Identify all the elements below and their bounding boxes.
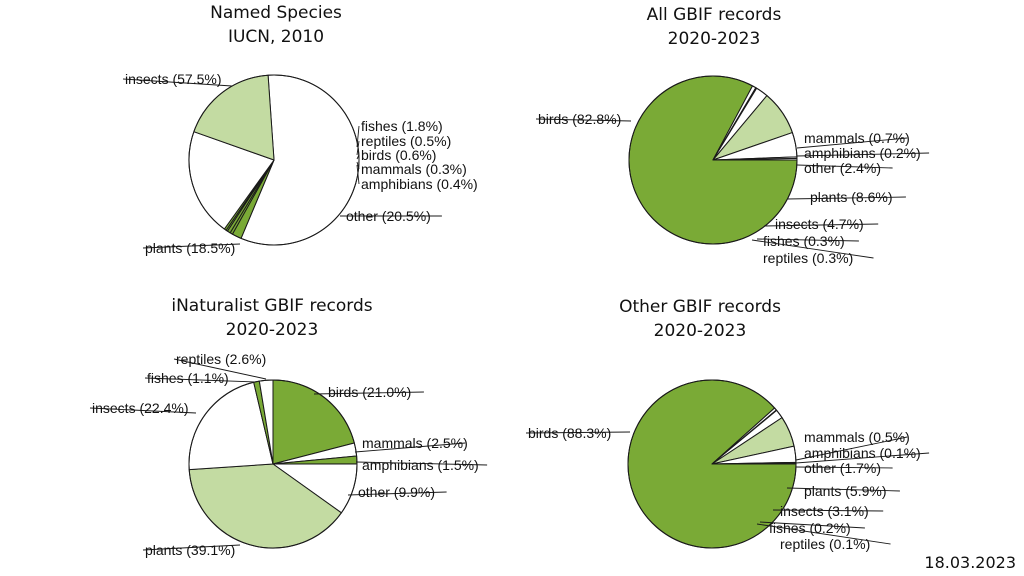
slice-label-amphibians: amphibians (1.5%) (362, 457, 479, 473)
leader-line-reptiles (756, 523, 891, 545)
slice-label-mammals: mammals (0.5%) (804, 429, 910, 445)
slice-label-other: other (9.9%) (358, 484, 435, 500)
leader-line-plants (142, 544, 241, 551)
slice-label-plants: plants (8.6%) (810, 189, 892, 205)
slice-label-insects: insects (57.5%) (125, 71, 221, 87)
leader-line-fishes (144, 377, 257, 383)
leader-line-plants (142, 243, 241, 249)
slice-label-amphibians: amphibians (0.2%) (804, 145, 921, 161)
slice-label-amphibians: amphibians (0.4%) (361, 176, 478, 192)
inaturalist-gbif-pie-chart: iNaturalist GBIF records 2020-2023 birds (… (89, 296, 488, 558)
slice-label-plants: plants (5.9%) (804, 483, 886, 499)
slice-label-mammals: mammals (2.5%) (362, 435, 468, 451)
slice-label-fishes: fishes (0.3%) (763, 233, 845, 249)
other-gbif-pie-chart: Other GBIF records 2020-2023 birds (88.3%)… (525, 297, 930, 552)
slice-label-insects: insects (4.7%) (775, 216, 864, 232)
named-species-pie-chart: Named Species IUCN, 2010 insects (57.5%) fi… (122, 3, 478, 256)
all-gbif-pie-chart: All GBIF records 2020-2023 birds (82.8%) ma… (535, 5, 930, 266)
leader-line-birds (356, 154, 360, 160)
pie-outline (627, 379, 797, 549)
chart-title-line: 2020-2023 (226, 320, 319, 340)
slice-label-mammals: mammals (0.7%) (804, 130, 910, 146)
leader-line-other (347, 491, 447, 496)
leader-line-birds (525, 431, 631, 434)
slice-label-insects: insects (22.4%) (92, 400, 188, 416)
chart-title-line: 2020-2023 (668, 29, 761, 49)
leader-line-reptiles (751, 239, 874, 259)
leader-line-amphibians (795, 452, 930, 464)
leader-line-amphibians (355, 461, 488, 466)
slice-label-fishes: fishes (1.1%) (147, 370, 229, 386)
slice-label-birds: birds (0.6%) (361, 147, 436, 163)
slice-label-plants: plants (18.5%) (145, 240, 235, 256)
pie-outline (188, 74, 360, 246)
slice-label-other: other (1.7%) (804, 460, 881, 476)
leader-line-mammals (795, 436, 908, 461)
slice-label-birds: birds (82.8%) (538, 111, 621, 127)
pie-outline (188, 379, 358, 549)
slice-label-amphibians: amphibians (0.1%) (804, 445, 921, 461)
slice-label-insects: insects (3.1%) (780, 503, 869, 519)
slice-label-plants: plants (39.1%) (145, 542, 235, 558)
leader-line-insects (89, 407, 197, 414)
leader-line-insects (122, 78, 233, 87)
leader-line-mammals (356, 161, 360, 170)
leader-line-amphibians (796, 152, 930, 157)
leader-line-plants (786, 196, 906, 200)
leader-line-fishes (356, 125, 360, 148)
slice-label-reptiles: reptiles (0.5%) (361, 133, 451, 149)
chart-title-line: 2020-2023 (654, 321, 747, 341)
pie-slice-reptiles (711, 462, 797, 465)
leader-line-mammals (796, 137, 908, 149)
slice-label-mammals: mammals (0.3%) (361, 161, 467, 177)
chart-title-line: IUCN, 2010 (228, 27, 324, 47)
pie-outline (628, 75, 798, 245)
slice-label-other: other (20.5%) (346, 208, 431, 224)
slice-label-reptiles: reptiles (0.1%) (780, 536, 870, 552)
slice-label-reptiles: reptiles (2.6%) (176, 351, 266, 367)
slice-label-fishes: fishes (0.2%) (769, 520, 851, 536)
slice-label-birds: birds (88.3%) (528, 425, 611, 441)
leader-line-fishes (759, 521, 865, 529)
slice-label-birds: birds (21.0%) (328, 384, 411, 400)
chart-title-line: Named Species (210, 3, 342, 23)
date-stamp: 18.03.2023 (924, 553, 1016, 572)
leader-line-reptiles (173, 358, 267, 380)
leader-line-birds (313, 391, 424, 395)
leader-line-birds (535, 118, 632, 122)
leader-line-reptiles (356, 140, 360, 156)
leader-line-insects (772, 509, 884, 512)
leader-line-other (796, 164, 893, 169)
leader-line-insects (763, 223, 879, 227)
leader-line-amphibians (356, 164, 360, 185)
leader-line-mammals (354, 442, 466, 453)
slice-label-other: other (2.4%) (804, 160, 881, 176)
leader-line-plants (786, 487, 900, 492)
leader-line-other (795, 466, 893, 469)
chart-title-line: All GBIF records (647, 5, 782, 25)
leader-line-fishes (756, 238, 859, 242)
chart-title-line: iNaturalist GBIF records (171, 296, 372, 316)
chart-title-line: Other GBIF records (619, 297, 781, 317)
slice-label-reptiles: reptiles (0.3%) (763, 250, 853, 266)
slice-label-fishes: fishes (1.8%) (361, 118, 443, 134)
